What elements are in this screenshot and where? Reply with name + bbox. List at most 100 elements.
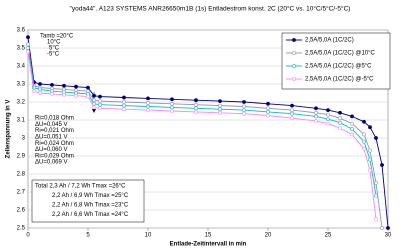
point [326, 112, 330, 117]
point [218, 103, 222, 108]
point [350, 121, 354, 126]
point [170, 109, 174, 113]
point [290, 103, 294, 108]
y-tick-label: 3.3 [17, 82, 26, 88]
point [38, 91, 42, 95]
ri-label: Ri=0,021 Ohm [35, 128, 74, 134]
ri-label: ΔU=0,069 V [35, 160, 68, 166]
point [290, 111, 294, 116]
point [266, 106, 270, 111]
point [374, 217, 378, 221]
point [26, 42, 30, 47]
ri-label: ΔU=0,060 V [35, 147, 68, 153]
y-tick-label: 3.4 [17, 64, 26, 70]
point [26, 46, 30, 50]
point [122, 107, 126, 112]
summary-line: 2,2 Ah / 6,8 Wh Tmax =23°C [52, 203, 129, 209]
legend [281, 32, 391, 90]
y-tick-label: 2.5 [17, 226, 26, 232]
point [368, 157, 372, 162]
y-tick-label: 3.2 [17, 100, 26, 106]
point [98, 106, 102, 111]
point [266, 110, 270, 114]
point [350, 114, 354, 119]
point [350, 132, 354, 137]
ri-label: Ri=0,024 Ohm [35, 141, 74, 147]
point [266, 113, 270, 118]
point [326, 121, 330, 126]
ri-label: Ri=0,018 Ohm [35, 116, 74, 122]
point [194, 102, 198, 107]
point [62, 92, 66, 97]
point [146, 104, 150, 109]
summary-line: 2,2 Ah / 6,6 Wh Tmax =24°C [52, 212, 129, 218]
y-tick-label: 3.5 [17, 46, 26, 52]
point [374, 193, 378, 198]
point [92, 93, 96, 98]
point [314, 106, 318, 111]
x-axis-label: Entlade-Zeitintervall in min [170, 242, 247, 248]
ri-label: ΔU=0,051 V [35, 134, 68, 140]
summary-line: 2,2 Ah / 6,9 Wh Tmax =25°C [52, 193, 129, 199]
point [362, 119, 366, 124]
point [146, 108, 150, 113]
legend-label: 2,5A/5,0A (1C/2C) @10°C [305, 51, 376, 57]
point [26, 35, 30, 40]
point [98, 99, 102, 104]
point [314, 114, 318, 119]
ri-label: ΔU=0,045 V [35, 122, 68, 128]
point [386, 226, 390, 230]
point [314, 119, 318, 123]
point [350, 127, 354, 131]
y-tick-label: 2.7 [17, 190, 26, 196]
temperature-label: 10°C [47, 40, 61, 46]
summary-line: Total 2,3 Ah / 7,2 Wh Tmax =26°C [35, 184, 126, 190]
point [146, 101, 150, 105]
point [74, 93, 78, 98]
point [266, 101, 270, 106]
y-tick-label: 2.8 [17, 172, 26, 178]
temperature-label: Tamb =20°C [40, 34, 74, 40]
point [98, 94, 102, 99]
legend-marker [292, 38, 296, 42]
point [38, 82, 42, 86]
point [338, 116, 342, 121]
legend-label: 2,5A/5,0A (1C/2C) [305, 38, 354, 44]
point [50, 92, 54, 96]
y-axis-label: Zellenspannung in V [6, 100, 12, 159]
series-line [27, 47, 377, 196]
temperature-label: 5°C [49, 46, 60, 52]
legend-label: 2,5A/5,0A (1C/2C) @5°C [305, 64, 372, 70]
arrow-head [92, 109, 96, 113]
point [170, 97, 174, 102]
point [218, 99, 222, 104]
x-tick-label: 0 [26, 233, 30, 239]
temperature-label: -5°C [47, 52, 60, 58]
series-line [27, 37, 389, 229]
point [242, 104, 246, 109]
legend-marker [292, 51, 296, 55]
point [368, 148, 372, 153]
y-tick-label: 3.6 [17, 28, 26, 34]
point [170, 105, 174, 110]
x-tick-label: 20 [265, 233, 272, 239]
point [218, 107, 222, 112]
point [146, 96, 150, 101]
point [26, 49, 30, 54]
point [290, 116, 294, 121]
point [122, 103, 126, 108]
point [32, 89, 36, 94]
point [242, 100, 246, 104]
x-tick-label: 30 [385, 233, 392, 239]
point [338, 110, 342, 115]
x-tick-label: 15 [205, 233, 212, 239]
point [242, 108, 246, 113]
y-tick-label: 3 [22, 136, 26, 142]
point [368, 125, 372, 130]
point [374, 181, 378, 185]
point [242, 111, 246, 116]
point [194, 110, 198, 114]
summary-box [31, 179, 145, 223]
point [92, 105, 96, 110]
